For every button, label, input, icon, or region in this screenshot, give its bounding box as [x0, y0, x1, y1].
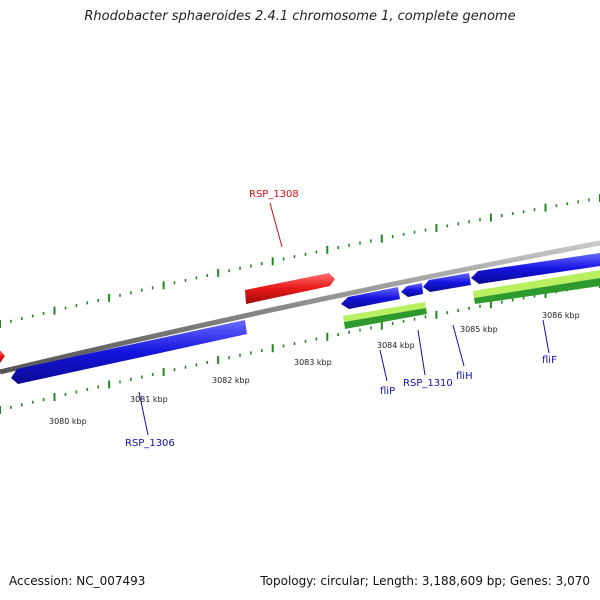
- gene-rsp-1306-arrow[interactable]: [11, 320, 247, 384]
- feature-bar-flif-dark: [474, 278, 600, 304]
- feature-bar-flip-dark: [344, 308, 427, 329]
- gene-label-rsp-1310[interactable]: RSP_1310: [403, 378, 453, 389]
- gene-label-rsp-1308[interactable]: RSP_1308: [249, 189, 299, 200]
- upper-tick-track: [0, 194, 600, 328]
- gene-flih-arrow[interactable]: [423, 273, 471, 292]
- scale-label-3084: 3084 kbp: [377, 341, 415, 350]
- scale-label-3080: 3080 kbp: [49, 417, 87, 426]
- callout-line-flip: [379, 349, 388, 382]
- gene-flif-arrow[interactable]: [471, 253, 600, 284]
- scale-label-3082: 3082 kbp: [212, 376, 250, 385]
- map-title: Rhodobacter sphaeroides 2.4.1 chromosome…: [84, 9, 516, 24]
- callout-line-rsp-1308: [269, 202, 283, 248]
- callout-line-flif: [542, 319, 550, 354]
- scale-label-3081: 3081 kbp: [130, 395, 168, 404]
- gene-label-flip[interactable]: fliP: [380, 386, 395, 397]
- gene-label-rsp-1306[interactable]: RSP_1306: [125, 438, 175, 449]
- scale-label-3086: 3086 kbp: [542, 311, 580, 320]
- callout-line-rsp-1306: [138, 391, 149, 436]
- gene-rsp-1310-arrow[interactable]: [401, 283, 423, 297]
- callout-line-rsp-1310: [417, 329, 426, 376]
- gene-partial-left-arrow[interactable]: [0, 350, 5, 363]
- scale-label-3083: 3083 kbp: [294, 358, 332, 367]
- gene-label-flih[interactable]: fliH: [456, 371, 473, 382]
- scale-label-3085: 3085 kbp: [460, 325, 498, 334]
- chromosome-backbone: [0, 240, 600, 375]
- genome-summary-text: Topology: circular; Length: 3,188,609 bp…: [260, 574, 590, 588]
- accession-text: Accession: NC_007493: [9, 574, 146, 588]
- feature-bar-flif-light: [473, 270, 600, 298]
- lower-tick-track: [0, 280, 600, 414]
- gene-rsp-1308-arrow[interactable]: [245, 273, 335, 304]
- callout-line-flih: [452, 324, 465, 367]
- gene-label-flif[interactable]: fliF: [542, 355, 557, 366]
- feature-bar-flip-light: [343, 302, 426, 322]
- gene-flip-arrow[interactable]: [341, 287, 400, 309]
